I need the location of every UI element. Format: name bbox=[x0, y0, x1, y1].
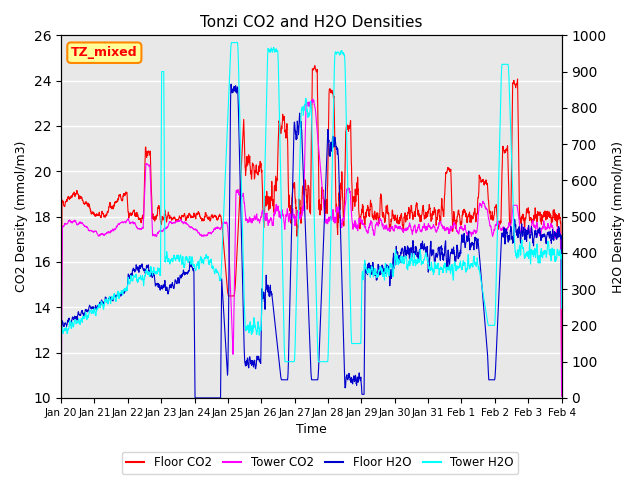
Title: Tonzi CO2 and H2O Densities: Tonzi CO2 and H2O Densities bbox=[200, 15, 422, 30]
Text: TZ_mixed: TZ_mixed bbox=[71, 46, 138, 59]
Legend: Floor CO2, Tower CO2, Floor H2O, Tower H2O: Floor CO2, Tower CO2, Floor H2O, Tower H… bbox=[122, 452, 518, 474]
Y-axis label: H2O Density (mmol/m3): H2O Density (mmol/m3) bbox=[612, 141, 625, 293]
Y-axis label: CO2 Density (mmol/m3): CO2 Density (mmol/m3) bbox=[15, 141, 28, 292]
X-axis label: Time: Time bbox=[296, 423, 326, 436]
